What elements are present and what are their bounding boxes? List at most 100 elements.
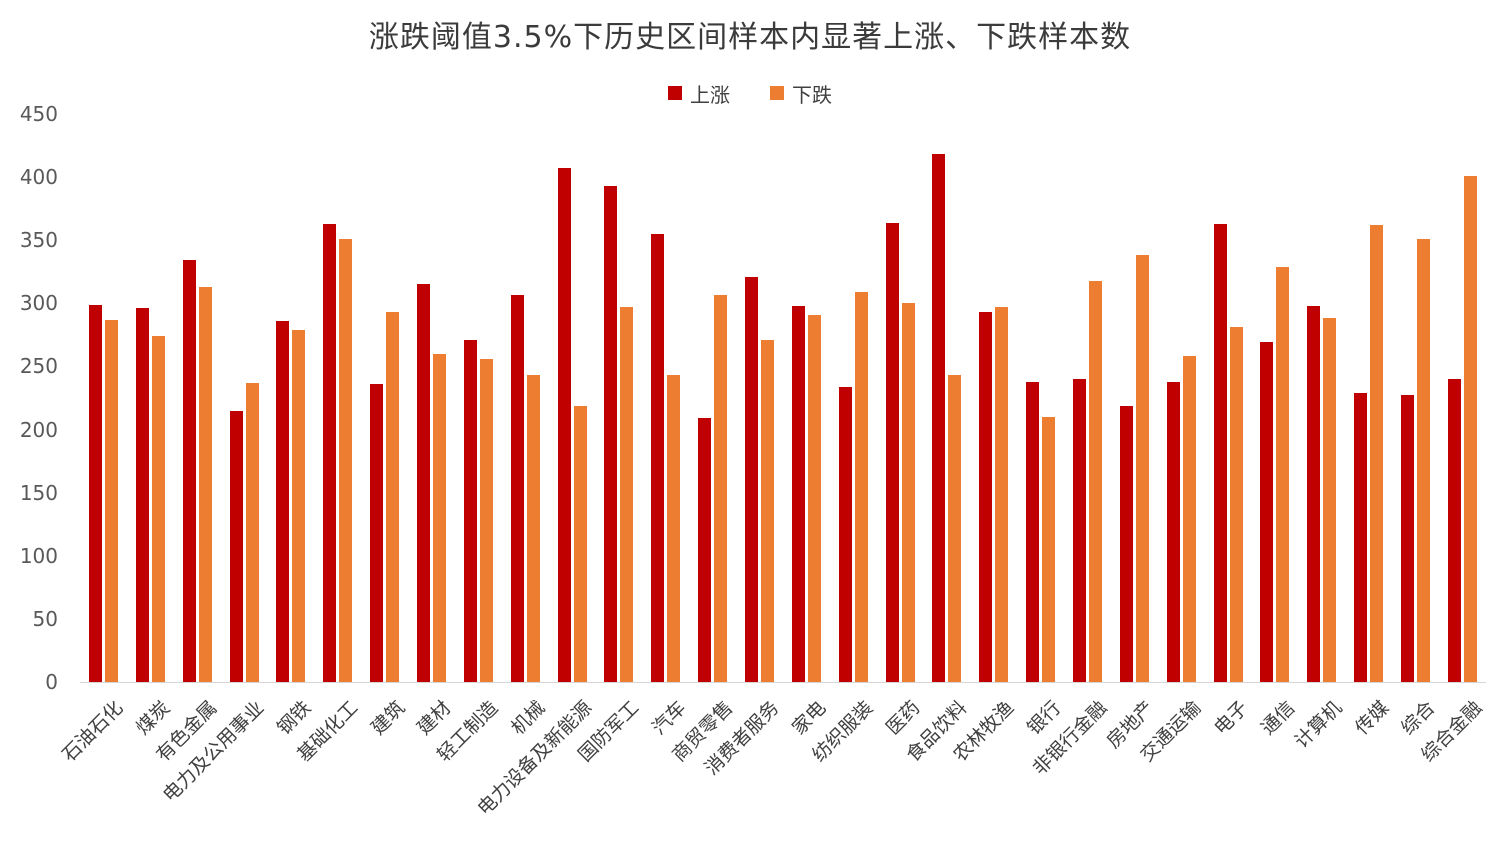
bar-group: 电子 [1205,114,1252,739]
bar-group: 煤炭 [127,114,175,739]
bar-down [386,312,400,682]
chart-title: 涨跌阈值3.5%下历史区间样本内显著上涨、下跌样本数 [368,20,1132,55]
bar-up [510,294,524,682]
y-axis-tick-label: 450 [19,102,58,126]
bar-up [932,154,946,682]
bar-down [901,303,915,682]
bar-up [463,339,477,682]
bar-down [1088,280,1102,682]
bar-up [1307,305,1321,682]
bar-group: 石油石化 [58,114,128,766]
bar-up [416,284,430,682]
bar-group: 纺织服装 [808,114,878,766]
bar-down [1370,225,1384,682]
bar-up [88,304,102,682]
bar-up [229,410,243,682]
bar-down [526,375,540,682]
bar-group: 交通运输 [1136,114,1206,766]
bar-group: 机械 [502,114,550,739]
legend-label-up: 上涨 [690,82,730,107]
bar-down [760,339,774,682]
bar-group: 房地产 [1103,114,1159,753]
bar-up [323,223,337,682]
y-axis-tick-label: 350 [19,228,58,253]
y-axis-tick-label: 150 [19,480,58,505]
bar-up [604,185,618,682]
bar-group: 电力及公用事业 [159,114,268,806]
bar-group: 建材 [408,114,456,739]
x-axis-label: 石油石化 [58,696,128,767]
bar-up [1400,395,1414,682]
bar-down [1323,318,1337,682]
x-axis-label: 电子 [1209,696,1253,740]
y-axis-tick-label: 100 [19,543,58,568]
bar-up [698,418,712,682]
y-axis-tick-label: 400 [19,165,58,190]
bar-group: 汽车 [642,114,690,739]
bar-up [370,384,384,682]
bar-down [432,353,446,682]
plot-area: 0 50 100 150 200 250 300 350 400 450 石油石化 煤炭 有色金属 电力… [20,104,1487,820]
bar-up [1260,342,1274,682]
bar-group: 综合 [1392,114,1440,739]
bar-up [651,233,665,682]
bar-down [854,291,868,682]
bar-up [182,260,196,682]
bar-down [245,382,259,682]
bar-up [135,308,149,682]
x-axis-label: 建筑 [366,696,409,740]
bar-down [151,336,165,682]
bar-down [807,314,821,682]
bar-down [479,358,493,682]
bar-group: 有色金属 [152,114,222,766]
bar-up [838,386,852,682]
bar-group: 钢铁 [267,114,315,739]
bar-down [1229,327,1243,682]
bar-group: 食品饮料 [902,114,971,766]
bar-down [573,405,587,682]
y-axis: 0 50 100 150 200 250 300 350 400 450 [0,104,70,692]
bar-group: 非银行金融 [1029,114,1112,780]
bar-up [1354,392,1368,682]
bar-up [1447,379,1461,682]
bar-group: 综合金融 [1417,114,1487,766]
bar-down [995,307,1009,682]
y-axis-tick-label: 50 [32,606,58,631]
bar-up [1213,223,1227,682]
bar-down [339,238,353,682]
bar-group: 通信 [1251,114,1299,739]
bar-group: 医药 [877,114,924,739]
bar-up [1119,405,1133,682]
bar-up [1166,381,1180,682]
bar-down [1182,356,1196,682]
legend-item-up: 上涨 [668,79,730,108]
bar-group: 轻工制造 [433,114,503,766]
x-axis-label: 传媒 [1350,696,1394,740]
bar-up [885,222,899,682]
bar-group: 商贸零售 [668,114,737,766]
bar-group: 银行 [1017,114,1065,739]
legend-swatch-down-icon [770,86,784,100]
bar-down [1463,175,1477,682]
bar-down [667,375,681,682]
bar-down [620,307,634,682]
chart-legend: 上涨 下跌 [0,79,1500,108]
bar-group: 国防军工 [574,114,643,766]
legend-label-down: 下跌 [792,82,832,107]
bar-group: 建筑 [361,114,409,739]
bar-group: 消费者服务 [701,114,784,780]
bar-down [714,294,728,682]
bar-group: 家电 [783,114,831,739]
bar-up [557,168,571,682]
bar-down [1276,266,1290,682]
bar-up [744,276,758,682]
x-axis-label: 计算机 [1290,696,1347,753]
y-axis-tick-label: 200 [19,417,58,442]
bar-down [948,375,962,682]
bar-group: 传媒 [1345,114,1393,739]
bar-group: 电力设备及新能源 [473,114,596,820]
bar-down [198,286,212,682]
bar-down [1135,255,1149,682]
legend-swatch-up-icon [668,86,682,100]
